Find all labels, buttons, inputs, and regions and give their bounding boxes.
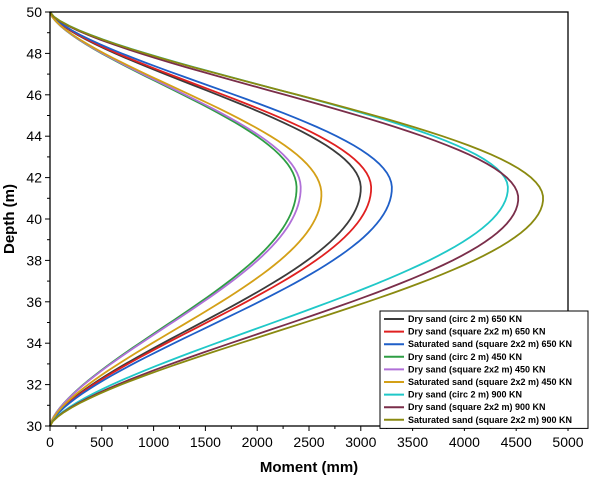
y-tick-label: 40 <box>26 211 42 227</box>
y-tick-label: 34 <box>26 335 42 351</box>
legend-label: Dry sand (circ 2 m) 900 KN <box>408 390 522 400</box>
legend-label: Saturated sand (square 2x2 m) 450 KN <box>408 377 572 387</box>
y-tick-label: 48 <box>26 45 42 61</box>
series-line <box>49 11 544 427</box>
y-tick-label: 50 <box>26 4 42 20</box>
y-tick-label: 38 <box>26 252 42 268</box>
x-tick-label: 500 <box>90 434 114 450</box>
y-tick-label: 32 <box>26 377 42 393</box>
legend-label: Dry sand (circ 2 m) 450 KN <box>408 352 522 362</box>
x-tick-label: 0 <box>46 434 54 450</box>
x-axis-ticks: 0 500 1000 1500 2000 2500 3000 3500 4000 4500 5000 <box>46 426 584 450</box>
x-tick-label: 1500 <box>190 434 221 450</box>
legend: Dry sand (circ 2 m) 650 KN Dry sand (squa… <box>379 310 589 429</box>
x-tick-label: 2000 <box>242 434 273 450</box>
legend-label: Dry sand (square 2x2 m) 450 KN <box>408 364 546 374</box>
legend-label: Dry sand (square 2x2 m) 900 KN <box>408 402 546 412</box>
y-tick-label: 44 <box>26 128 42 144</box>
series-line <box>49 11 302 427</box>
series-line <box>49 11 373 427</box>
x-tick-label: 4000 <box>449 434 480 450</box>
y-tick-label: 36 <box>26 294 42 310</box>
series-line <box>49 11 323 427</box>
x-tick-label: 3500 <box>397 434 428 450</box>
x-tick-label: 1000 <box>138 434 169 450</box>
series-line <box>49 11 362 427</box>
series-line <box>49 11 520 427</box>
series-line <box>49 11 393 427</box>
y-tick-label: 46 <box>26 87 42 103</box>
x-tick-label: 3000 <box>345 434 376 450</box>
legend-label: Dry sand (square 2x2 m) 650 KN <box>408 327 546 337</box>
legend-label: Saturated sand (square 2x2 m) 650 KN <box>408 339 572 349</box>
series-curves <box>49 11 544 427</box>
y-axis-ticks: 30 32 34 36 38 40 42 44 46 48 50 <box>26 4 50 434</box>
legend-label: Dry sand (circ 2 m) 650 KN <box>408 314 522 324</box>
legend-label: Saturated sand (square 2x2 m) 900 KN <box>408 415 572 425</box>
x-tick-label: 4500 <box>501 434 532 450</box>
y-tick-label: 30 <box>26 418 42 434</box>
x-tick-label: 2500 <box>293 434 324 450</box>
y-tick-label: 42 <box>26 170 42 186</box>
legend-box <box>379 310 589 429</box>
y-axis-title: Depth (m) <box>1 184 18 254</box>
x-axis-title: Moment (mm) <box>260 459 358 476</box>
x-tick-label: 5000 <box>552 434 583 450</box>
